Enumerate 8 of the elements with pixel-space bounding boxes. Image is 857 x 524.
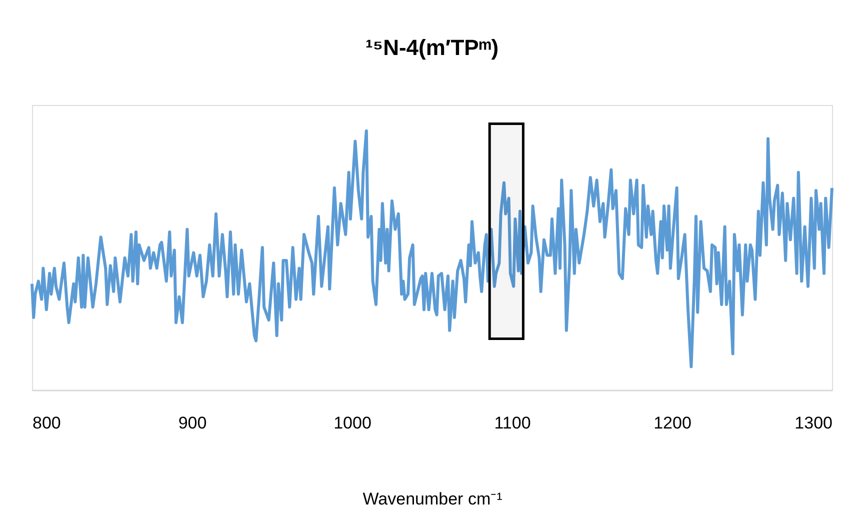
x-tick-label: 1000 [334,414,372,432]
x-axis-title: Wavenumber cm⁻¹ [362,490,503,508]
x-tick-label: 1200 [654,414,692,432]
x-tick-label: 1300 [794,414,832,432]
x-tick-label: 1100 [494,414,531,432]
x-tick-label: 800 [32,414,61,432]
chart-title: ¹⁵N-4(m′TPᵐ) [365,35,499,60]
x-tick-label: 900 [178,414,207,432]
